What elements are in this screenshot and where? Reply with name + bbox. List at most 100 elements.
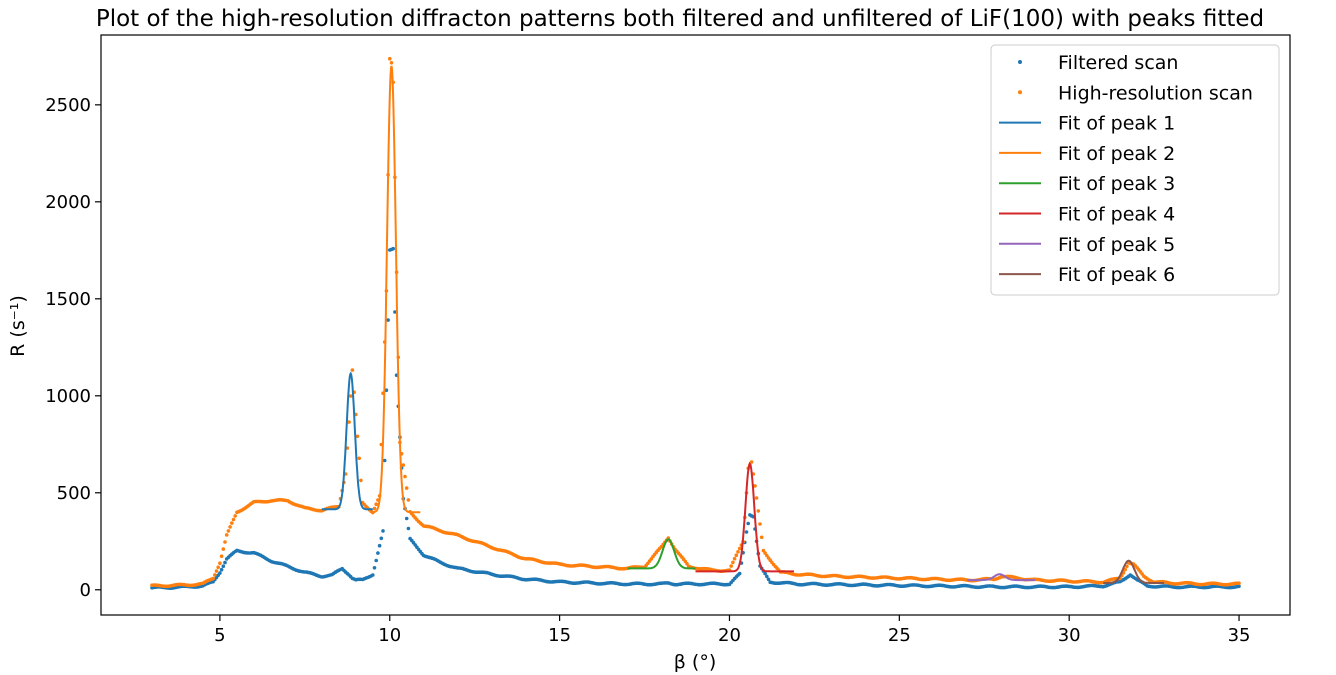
scatter-point <box>388 56 392 61</box>
scatter-point <box>372 506 377 511</box>
scatter-point <box>226 529 231 533</box>
scatter-point <box>231 517 236 522</box>
scatter-point <box>389 61 394 65</box>
scatter-point <box>1237 581 1241 585</box>
scatter-point <box>348 394 353 398</box>
legend: Filtered scan High-resolution scan Fit of … <box>990 44 1280 296</box>
scatter-point <box>754 496 759 500</box>
y-axis-label: R (s⁻¹) <box>7 295 29 357</box>
axis-ticks: 5 10 15 20 25 30 35 0 500 1000 1500 2000 2500 <box>45 95 1250 646</box>
y-tick-label: 500 <box>57 483 91 504</box>
legend-box <box>990 44 1280 296</box>
x-tick-label: 30 <box>1058 625 1081 646</box>
scatter-point <box>404 486 409 490</box>
y-tick-label: 0 <box>80 580 91 601</box>
scatter-point <box>384 388 389 393</box>
scatter-series-1 <box>150 246 1241 590</box>
scatter-point <box>357 456 362 461</box>
scatter-point <box>219 554 224 558</box>
y-tick-label: 1500 <box>45 289 91 310</box>
scatter-point <box>763 571 767 576</box>
scatter-point <box>213 573 217 577</box>
fit-lines <box>321 65 1165 584</box>
legend-label: Fit of peak 6 <box>1058 264 1175 286</box>
scatter-point <box>359 478 363 483</box>
x-tick-label: 5 <box>214 625 225 646</box>
scatter-point <box>221 564 226 568</box>
scatter-point <box>734 553 739 557</box>
legend-label: Fit of peak 5 <box>1058 234 1175 256</box>
scatter-point <box>347 420 351 424</box>
scatter-point <box>221 547 226 551</box>
scatter-point <box>230 521 234 525</box>
scatter-point <box>219 567 224 572</box>
scatter-point <box>1125 564 1129 569</box>
scatter-point <box>223 560 227 565</box>
scatter-point <box>393 310 397 314</box>
y-tick-label: 1000 <box>45 386 91 407</box>
scatter-point <box>211 576 215 581</box>
scatter-point <box>218 561 222 565</box>
scatter-point <box>765 574 769 579</box>
scatter-point <box>216 565 220 570</box>
scatter-point <box>1123 567 1127 572</box>
scatter-point <box>218 571 222 575</box>
scatter-point <box>759 535 764 540</box>
scatter-point <box>374 558 379 563</box>
scatter-point <box>377 543 382 548</box>
y-tick-label: 2000 <box>45 192 91 213</box>
fit-line-peak-5 <box>967 573 1036 582</box>
scatter-point <box>355 434 360 439</box>
x-tick-label: 15 <box>548 625 571 646</box>
scatter-point <box>381 529 385 533</box>
legend-marker <box>1018 90 1022 95</box>
scatter-point <box>223 540 227 544</box>
scatter-point <box>233 514 237 518</box>
scatter-point <box>382 458 387 463</box>
scatter-point <box>371 573 375 577</box>
scatter-point <box>391 246 396 251</box>
scatter-point <box>224 533 229 537</box>
x-tick-label: 35 <box>1228 625 1251 646</box>
chart-title: Plot of the high-resolution diffracton p… <box>96 6 1264 32</box>
scatter-point <box>1237 584 1241 589</box>
axes-frame <box>100 34 1291 616</box>
scatter-point <box>376 551 380 555</box>
scatter-point <box>386 318 390 322</box>
y-tick-label: 2500 <box>45 95 91 116</box>
scatter-point <box>756 509 761 513</box>
scatter-point <box>401 463 406 467</box>
fit-line-peak-3 <box>627 538 696 570</box>
scatter-point <box>753 484 757 488</box>
fit-line-peak-1 <box>321 371 373 511</box>
legend-marker <box>1018 60 1022 64</box>
scatter-point <box>372 566 377 570</box>
scatter-point <box>746 521 750 526</box>
scatter-point <box>749 460 754 464</box>
scatter-point <box>374 502 379 507</box>
x-tick-label: 10 <box>378 625 401 646</box>
scatter-point <box>737 546 742 551</box>
scatter-point <box>406 526 411 531</box>
fit-line-peak-6 <box>1103 559 1165 584</box>
scatter-point <box>214 569 219 573</box>
scatter-point <box>404 516 409 521</box>
x-tick-label: 20 <box>718 625 741 646</box>
scatter-point <box>766 577 771 582</box>
legend-label: Fit of peak 2 <box>1058 143 1175 165</box>
fit-line-peak-2 <box>372 65 421 514</box>
x-tick-label: 25 <box>888 625 911 646</box>
legend-label: High-resolution scan <box>1058 82 1253 104</box>
x-axis-label: β (°) <box>674 651 717 673</box>
scatter-point <box>406 498 411 502</box>
scatter-point <box>737 571 742 576</box>
legend-label: Filtered scan <box>1058 52 1178 74</box>
scatter-point <box>758 522 762 526</box>
legend-label: Fit of peak 4 <box>1058 204 1175 226</box>
scatter-point <box>744 530 749 534</box>
scatter-point <box>731 560 735 565</box>
scatter-series-2 <box>150 56 1241 589</box>
fit-line-peak-4 <box>695 461 794 573</box>
scatter-point <box>729 564 733 568</box>
